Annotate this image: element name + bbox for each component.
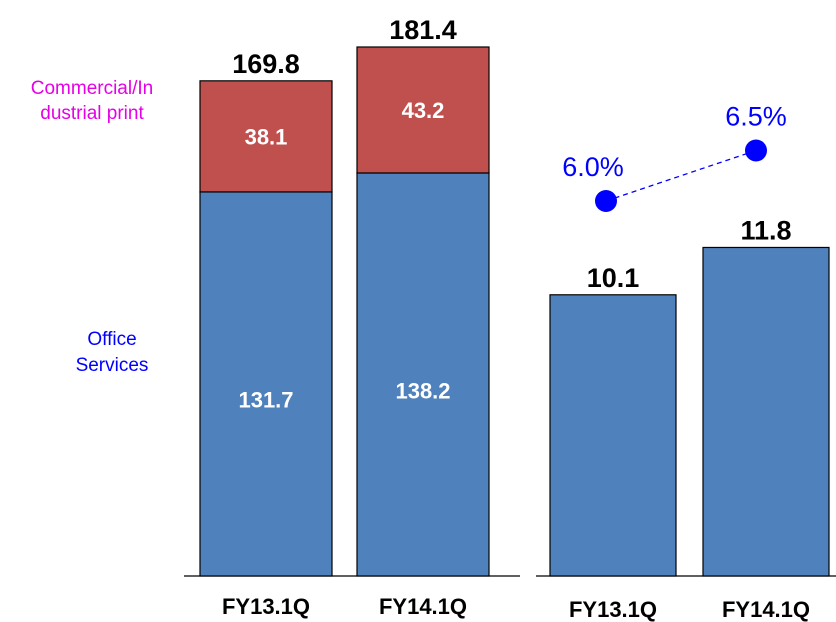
margin-label-1: 6.0%	[562, 152, 624, 182]
value-label-1: 10.1	[587, 263, 640, 293]
category-label-right-2: FY14.1Q	[722, 597, 810, 622]
value-label-office-services-2: 138.2	[395, 379, 450, 404]
bar-1	[549, 294, 677, 577]
category-label-left-2: FY14.1Q	[379, 594, 467, 619]
bar-office-services-1	[199, 191, 333, 577]
bar-commercial-print-1	[199, 80, 333, 193]
bar-2	[702, 246, 830, 577]
legend-commercial-line1: Commercial/In	[31, 78, 153, 99]
value-label-commercial-print-2: 43.2	[402, 98, 445, 123]
margin-point-1	[595, 190, 617, 212]
bar-office-services-2	[356, 172, 490, 577]
total-label-2: 181.4	[389, 15, 457, 45]
category-label-left-1: FY13.1Q	[222, 594, 310, 619]
bar-commercial-print-2	[356, 46, 490, 174]
margin-line	[605, 149, 757, 202]
legend-office-line2: Services	[76, 355, 149, 376]
bar-line-chart: 10.1 FY13.1Q 11.8 FY14.1Q 6.0% 6.5%	[549, 102, 830, 622]
value-label-commercial-print-1: 38.1	[245, 124, 288, 149]
value-label-office-services-1: 131.7	[238, 387, 293, 412]
legend-commercial-line2: dustrial print	[40, 103, 144, 124]
value-label-2: 11.8	[740, 215, 791, 245]
legend-office-line1: Office	[87, 329, 136, 350]
margin-label-2: 6.5%	[725, 102, 787, 132]
category-label-right-1: FY13.1Q	[569, 597, 657, 622]
total-label-1: 169.8	[232, 49, 300, 79]
stacked-bar-chart: 131.7 38.1 169.8 FY13.1Q 138.2 43.2 181.4 FY14.…	[199, 15, 490, 619]
margin-point-2	[745, 139, 767, 162]
